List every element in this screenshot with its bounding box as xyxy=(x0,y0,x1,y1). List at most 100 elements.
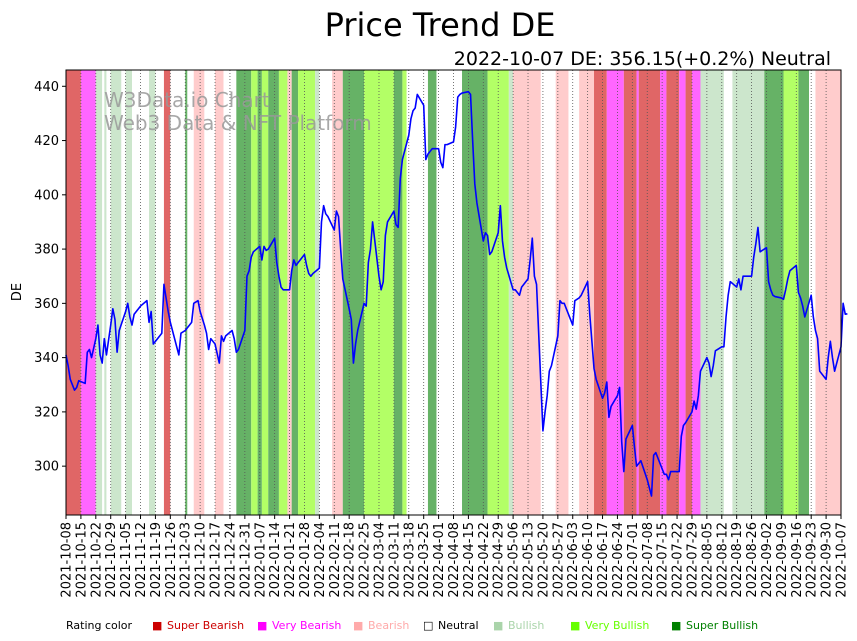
rating-band-neutral xyxy=(121,70,126,515)
x-tick-label: 2022-05-20 xyxy=(536,522,551,598)
x-tick-label: 2022-04-15 xyxy=(462,522,477,598)
x-tick-label: 2021-12-31 xyxy=(238,522,253,598)
rating-band-neutral xyxy=(204,70,216,515)
chart-title: Price Trend DE xyxy=(325,6,556,44)
rating-band-super-bullish xyxy=(185,70,188,515)
rating-band-super-bearish xyxy=(594,70,607,515)
rating-band-bearish xyxy=(579,70,595,515)
x-tick-label: 2022-07-15 xyxy=(656,522,671,598)
legend-swatch: ■ xyxy=(353,619,363,632)
rating-band-super-bullish xyxy=(393,70,403,515)
rating-band-bearish xyxy=(555,70,569,515)
x-tick-label: 2022-10-07 xyxy=(835,522,850,598)
rating-band-very-bullish xyxy=(298,70,316,515)
y-tick-label: 320 xyxy=(34,405,59,420)
rating-band-super-bullish xyxy=(236,70,252,515)
vertical-gridlines xyxy=(65,70,842,515)
rating-band-very-bearish xyxy=(691,70,701,515)
x-tick-label: 2021-10-22 xyxy=(89,522,104,598)
rating-band-very-bearish xyxy=(679,70,686,515)
rating-band-bullish xyxy=(732,70,765,515)
x-tick-label: 2022-01-14 xyxy=(268,522,283,598)
legend-item-neutral: Neutral xyxy=(438,619,479,632)
rating-band-bearish xyxy=(332,70,343,515)
legend-item-very-bearish: Very Bearish xyxy=(272,619,341,632)
legend-item-super-bullish: Super Bullish xyxy=(686,619,758,632)
rating-band-neutral xyxy=(155,70,164,515)
rating-band-very-bullish xyxy=(261,70,269,515)
x-tick-label: 2022-09-02 xyxy=(760,522,775,598)
rating-band-neutral xyxy=(319,70,333,515)
rating-band-super-bullish xyxy=(427,70,437,515)
rating-band-neutral xyxy=(187,70,194,515)
rating-band-neutral xyxy=(540,70,556,515)
x-tick-label: 2022-06-03 xyxy=(566,522,581,598)
x-tick-label: 2022-07-01 xyxy=(626,522,641,598)
legend-swatch: ■ xyxy=(570,619,580,632)
rating-band-bullish xyxy=(700,70,724,515)
x-tick-label: 2022-09-09 xyxy=(775,522,790,598)
x-tick-label: 2022-03-18 xyxy=(402,522,417,598)
x-tick-label: 2022-04-08 xyxy=(447,522,462,598)
rating-band-bullish xyxy=(95,70,103,515)
legend-swatch: ■ xyxy=(493,619,503,632)
rating-band-bullish xyxy=(104,70,107,515)
x-tick-label: 2022-02-18 xyxy=(343,522,358,598)
rating-band-super-bearish xyxy=(66,70,81,515)
rating-band-very-bearish xyxy=(606,70,624,515)
y-tick-label: 380 xyxy=(34,243,59,258)
watermark-line-1: W3Data.io Chart xyxy=(104,88,270,112)
rating-band-super-bullish xyxy=(291,70,299,515)
x-tick-label: 2022-09-16 xyxy=(790,522,805,598)
rating-band-super-bearish xyxy=(623,70,637,515)
x-tick-label: 2022-06-17 xyxy=(596,522,611,598)
x-tick-label: 2021-12-03 xyxy=(179,522,194,598)
y-tick-label: 340 xyxy=(34,351,59,366)
x-tick-label: 2022-02-04 xyxy=(313,522,328,598)
x-tick-label: 2022-05-27 xyxy=(551,522,566,598)
legend-item-super-bearish: Super Bearish xyxy=(167,619,244,632)
x-tick-label: 2022-09-23 xyxy=(805,522,820,598)
x-tick-label: 2022-07-22 xyxy=(671,522,686,598)
x-tick-label: 2021-10-29 xyxy=(104,522,119,598)
x-tick-label: 2022-01-21 xyxy=(283,522,298,598)
legend-swatch: □ xyxy=(423,619,433,632)
rating-band-neutral xyxy=(406,70,428,515)
x-tick-label: 2021-10-15 xyxy=(74,522,89,598)
x-tick-label: 2021-10-08 xyxy=(60,522,75,598)
rating-band-very-bullish xyxy=(402,70,407,515)
x-tick-label: 2021-11-19 xyxy=(149,522,164,598)
rating-band-bullish xyxy=(110,70,122,515)
x-tick-label: 2022-08-19 xyxy=(730,522,745,598)
rating-band-neutral xyxy=(809,70,816,515)
x-tick-label: 2022-04-29 xyxy=(492,522,507,598)
rating-band-bearish xyxy=(193,70,205,515)
rating-band-super-bullish xyxy=(798,70,810,515)
y-tick-label: 400 xyxy=(34,188,59,203)
x-tick-label: 2022-05-06 xyxy=(507,522,522,598)
rating-band-very-bullish xyxy=(783,70,799,515)
rating-legend: ■ Super Bearish ■ Very Bearish ■ Bearish □ Neut… xyxy=(152,619,758,632)
price-series xyxy=(65,90,848,497)
x-tick-label: 2022-07-29 xyxy=(685,522,700,598)
x-tick-label: 2022-03-11 xyxy=(387,522,402,598)
rating-band-bullish xyxy=(508,70,514,515)
x-tick-label: 2022-05-13 xyxy=(522,522,537,598)
x-tick-label: 2022-04-22 xyxy=(477,522,492,598)
chart-subtitle: 2022-10-07 DE: 356.15(+0.2%) Neutral xyxy=(454,48,831,70)
x-tick-label: 2022-07-08 xyxy=(641,522,656,598)
x-tick-label: 2022-06-10 xyxy=(581,522,596,598)
watermark-line-2: Web3 Data & NFT Platform xyxy=(104,111,372,135)
rating-band-very-bearish xyxy=(636,70,639,515)
legend-title: Rating color xyxy=(66,619,133,632)
rating-band-very-bullish xyxy=(251,70,258,515)
rating-bands xyxy=(66,70,841,515)
rating-band-super-bearish xyxy=(666,70,680,515)
legend-swatch: ■ xyxy=(671,619,681,632)
rating-band-super-bullish xyxy=(342,70,365,515)
x-tick-label: 2021-12-24 xyxy=(223,522,238,598)
price-line xyxy=(65,90,848,497)
x-tick-label: 2022-01-28 xyxy=(298,522,313,598)
x-tick-label: 2022-02-25 xyxy=(358,522,373,598)
